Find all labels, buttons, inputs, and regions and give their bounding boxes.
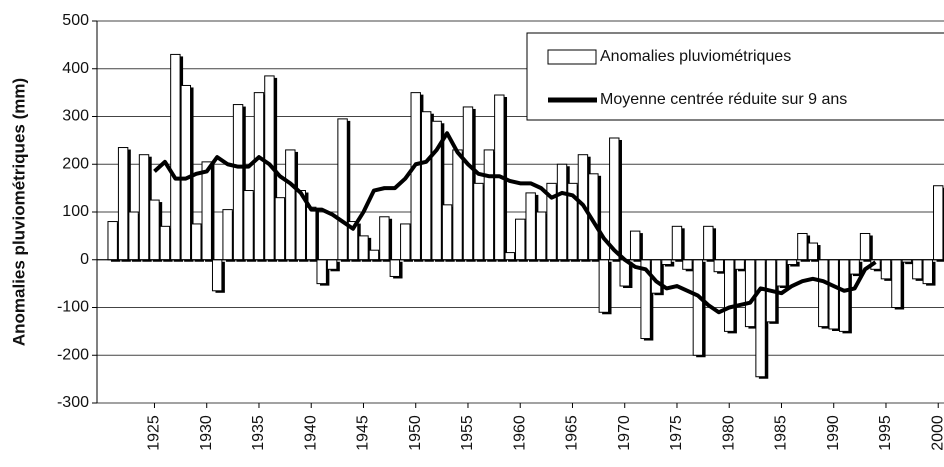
bar	[420, 111, 432, 261]
bar	[755, 259, 766, 378]
x-tick-label: 1930	[198, 415, 215, 451]
x-tick-label: 1925	[146, 415, 163, 451]
legend-box	[526, 32, 944, 121]
bar	[159, 225, 171, 261]
x-tick-label: 1970	[616, 415, 633, 451]
bar	[933, 185, 944, 261]
bar	[818, 259, 829, 328]
x-tick-label: 1975	[668, 415, 685, 451]
bar	[734, 259, 745, 270]
x-tick-label: 1965	[564, 415, 581, 451]
y-tick-label: 500	[62, 12, 89, 29]
bar	[724, 259, 735, 332]
bar	[703, 225, 714, 261]
bar	[462, 106, 474, 261]
bar	[912, 259, 923, 280]
bar	[149, 199, 160, 261]
bar	[274, 197, 286, 261]
bar	[692, 259, 704, 356]
x-tick-label: 1945	[355, 415, 372, 451]
x-tick-label: 1950	[407, 415, 424, 451]
x-tick-label: 1955	[459, 415, 476, 451]
bar	[598, 259, 610, 313]
bar	[107, 221, 118, 261]
x-tick-label: 1980	[720, 415, 737, 451]
bar	[682, 259, 693, 270]
bar	[744, 259, 756, 328]
bar	[609, 137, 620, 261]
bar	[556, 163, 568, 261]
bar	[222, 209, 233, 261]
legend-label: Anomalies pluviométriques	[600, 48, 791, 65]
bar	[306, 206, 317, 261]
line	[153, 131, 877, 315]
x-tick-label: 1935	[250, 415, 267, 451]
bar	[285, 149, 296, 261]
bar	[828, 259, 839, 330]
bar	[535, 211, 547, 261]
bar	[170, 53, 181, 261]
bar	[368, 249, 380, 261]
bar	[211, 259, 223, 292]
bar	[253, 92, 265, 261]
x-tick-label: 1990	[825, 415, 842, 451]
bar	[232, 104, 244, 261]
bar	[504, 252, 515, 261]
bar	[128, 211, 139, 261]
bar-shadow	[905, 261, 915, 265]
bar	[400, 223, 411, 261]
y-tick-label: 100	[62, 203, 89, 220]
bar	[358, 235, 369, 261]
legend-swatch	[547, 49, 597, 65]
bar	[410, 92, 421, 261]
bar	[797, 232, 808, 261]
bar	[838, 259, 850, 332]
y-tick-label: 300	[62, 108, 89, 125]
bar	[441, 204, 453, 261]
y-tick-label: 0	[80, 251, 89, 268]
bar	[671, 225, 683, 261]
x-tick-label: 1960	[511, 415, 528, 451]
y-axis-label: Anomalies pluviométriques (mm)	[9, 78, 28, 346]
bar	[389, 259, 401, 277]
bar	[138, 154, 150, 261]
bar	[859, 232, 871, 261]
y-tick-label: -200	[57, 346, 89, 363]
bar	[180, 84, 192, 261]
y-tick-label: 200	[62, 155, 89, 172]
bar	[849, 259, 860, 275]
y-tick-label: -300	[57, 394, 89, 411]
y-tick-label: -100	[57, 299, 89, 316]
bar	[515, 218, 526, 261]
bar	[316, 259, 327, 285]
x-tick-label: 2000	[929, 415, 944, 451]
bar	[776, 259, 787, 287]
bar	[117, 147, 129, 261]
bar	[525, 192, 536, 261]
y-tick-label: 400	[62, 60, 89, 77]
bar	[807, 242, 819, 261]
bar	[922, 259, 933, 285]
bar	[629, 230, 641, 261]
bar	[713, 259, 724, 273]
bar	[191, 223, 202, 261]
bar	[473, 182, 484, 261]
bar	[483, 149, 495, 261]
bar	[661, 259, 672, 266]
x-tick-label: 1995	[877, 415, 894, 451]
bar	[891, 259, 902, 308]
bar	[243, 190, 254, 261]
legend-label: Moyenne centrée réduite sur 9 ans	[600, 91, 847, 108]
x-tick-label: 1985	[773, 415, 790, 451]
bar	[880, 259, 892, 280]
bar	[326, 259, 338, 270]
bar	[201, 161, 212, 261]
x-tick-label: 1940	[302, 415, 319, 451]
bar	[379, 216, 390, 261]
bar	[452, 149, 463, 261]
bar	[337, 118, 348, 261]
bar	[786, 259, 798, 266]
